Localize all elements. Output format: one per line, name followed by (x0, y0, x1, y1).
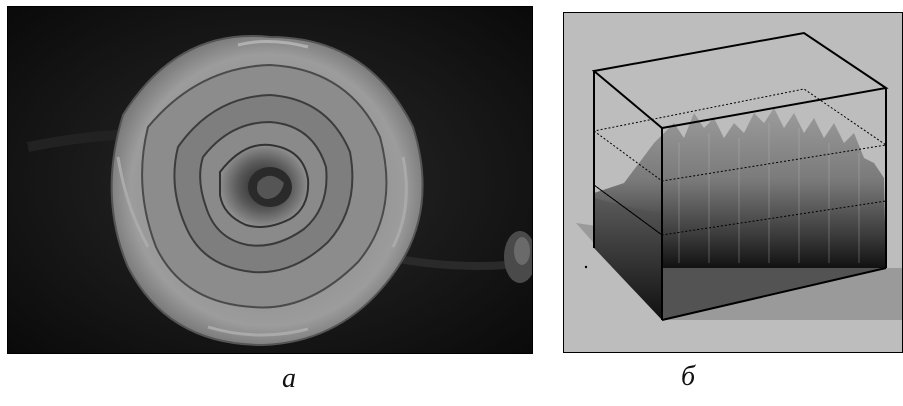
surface-back (594, 108, 886, 268)
rose-photo-panel (7, 6, 533, 354)
surface-front (594, 198, 662, 320)
panel-b-caption: б (681, 361, 696, 392)
surface-plot-panel (563, 12, 903, 353)
panel-a-caption: а (282, 363, 296, 394)
surface-plot (576, 31, 902, 321)
rose-photo (8, 7, 532, 353)
box-edges (591, 31, 889, 321)
